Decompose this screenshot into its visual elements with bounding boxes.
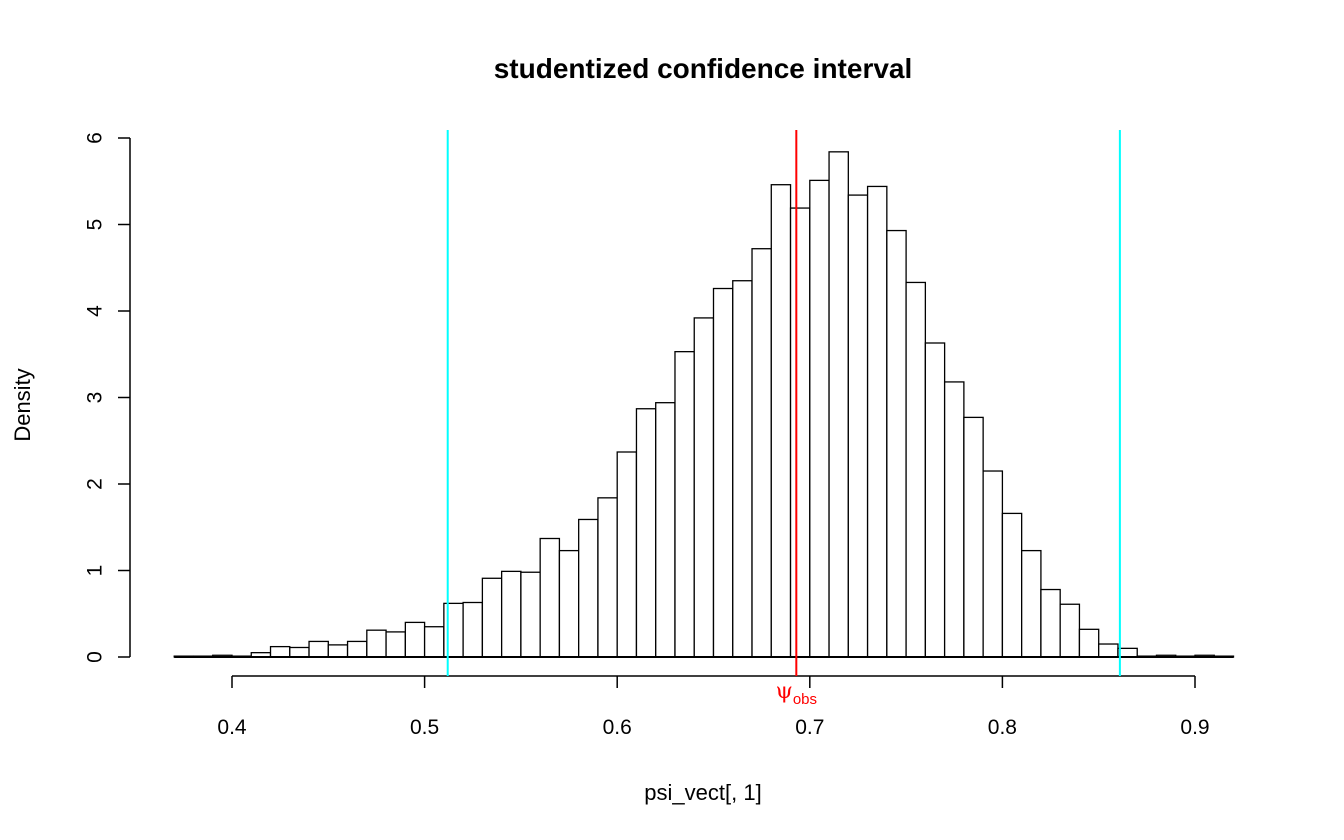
histogram-bar	[751, 248, 772, 658]
observed-psi-label: ψobs	[776, 679, 817, 708]
histogram-bar	[905, 281, 927, 658]
histogram-bar	[847, 194, 869, 658]
y-axis-label: Density	[10, 368, 35, 441]
x-tick-label: 0.5	[410, 716, 439, 739]
x-axis: 0.4 0.5 0.6 0.7 0.8 0.9	[217, 675, 1210, 739]
x-tick-label: 0.8	[988, 716, 1017, 739]
histogram-bar	[366, 629, 387, 658]
x-axis-label: psi_vect[, 1]	[644, 780, 761, 805]
chart-title: studentized confidence interval	[494, 53, 913, 84]
histogram-bar	[1001, 512, 1023, 658]
histogram-bar	[462, 601, 484, 658]
histogram-bar	[481, 577, 503, 658]
histogram-bar	[943, 381, 965, 658]
histogram-bar	[712, 287, 734, 658]
histogram-bar	[423, 626, 445, 658]
x-tick-label: 0.7	[795, 716, 824, 739]
histogram-bar	[1021, 549, 1042, 658]
histogram-bar	[346, 640, 368, 658]
histogram-bar	[674, 351, 695, 658]
histogram-bar	[963, 416, 984, 658]
histogram-bar	[327, 644, 349, 658]
histogram-bar	[558, 549, 580, 658]
histogram-bar	[1098, 643, 1119, 658]
x-tick-label: 0.6	[603, 716, 632, 739]
histogram-bar	[886, 229, 907, 658]
y-tick-label: 6	[84, 132, 107, 144]
y-tick-label: 4	[84, 305, 107, 317]
reference-lines: ψobs	[446, 130, 1121, 708]
histogram-bar	[269, 645, 291, 658]
histogram-bar	[385, 631, 406, 658]
histogram-bar	[520, 571, 541, 658]
y-tick-label: 5	[84, 219, 107, 231]
y-tick-label: 0	[84, 651, 107, 663]
histogram-bar	[1040, 588, 1061, 658]
histogram-bar	[578, 518, 599, 658]
x-tick-label: 0.4	[217, 716, 247, 739]
y-tick-label: 1	[84, 565, 107, 577]
histogram-bar	[404, 621, 426, 658]
histogram-bar	[500, 570, 522, 658]
histogram-bar	[770, 184, 792, 658]
y-tick-label: 2	[84, 478, 107, 490]
histogram-bar	[693, 317, 715, 658]
histogram-bar	[866, 185, 888, 658]
histogram-bar	[597, 497, 618, 658]
y-tick-label: 3	[84, 392, 107, 404]
histogram-bar	[828, 151, 849, 658]
histogram-bar	[616, 451, 638, 658]
histogram-bar	[809, 179, 830, 658]
histogram-bar	[539, 537, 561, 658]
histogram-bar	[982, 470, 1004, 658]
histogram-bar	[1059, 603, 1081, 658]
x-tick-label: 0.9	[1180, 716, 1209, 739]
histogram-bar	[732, 280, 753, 658]
histogram-bar	[635, 408, 657, 658]
histogram-bar	[289, 646, 310, 658]
histogram-bars	[173, 151, 1235, 658]
y-axis: 0 1 2 3 4 5 6	[84, 132, 131, 663]
histogram-bar	[308, 640, 329, 658]
histogram-bar	[924, 342, 946, 658]
histogram-bar	[1078, 628, 1100, 658]
histogram-bar	[655, 402, 676, 658]
histogram-bar	[789, 207, 811, 658]
